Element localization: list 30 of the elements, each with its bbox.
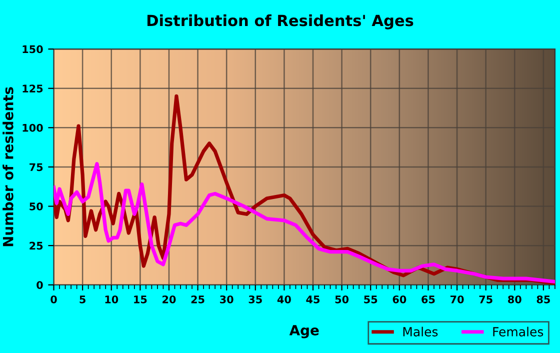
x-tick-label: 25 [191,295,204,304]
x-tick-label: 30 [220,295,234,304]
legend-label: Females [493,326,544,336]
x-tick-label: 65 [422,295,435,304]
x-tick-label: 80 [508,295,522,304]
y-tick-label: 75 [30,163,43,172]
x-tick-label: 10 [105,295,118,304]
y-tick-label: 150 [22,45,43,54]
y-tick-label: 25 [30,242,43,250]
y-tick-label: 0 [36,281,43,289]
chart-title: Distribution of Residents' Ages [147,14,414,30]
y-tick-label: 100 [22,124,43,132]
x-tick-label: 70 [450,295,464,304]
y-tick-label: 50 [30,202,43,210]
legend-label: Males [403,326,438,336]
x-tick-label: 75 [479,296,492,304]
x-tick-label: 20 [162,295,176,304]
x-tick-label: 35 [248,295,262,304]
x-tick-label: 55 [364,296,378,304]
x-tick-label: 40 [277,295,291,304]
x-tick-label: 45 [306,296,320,304]
y-tick-label: 125 [22,84,43,92]
x-tick-label: 60 [392,295,406,304]
x-tick-label: 15 [134,296,147,304]
x-tick-label: 0 [50,295,57,304]
y-axis-title: Number of residents [2,87,14,246]
x-tick-label: 5 [80,296,86,304]
x-tick-label: 50 [335,295,349,304]
x-tick-label: 85 [536,295,550,304]
x-axis-title: Age [289,325,319,338]
